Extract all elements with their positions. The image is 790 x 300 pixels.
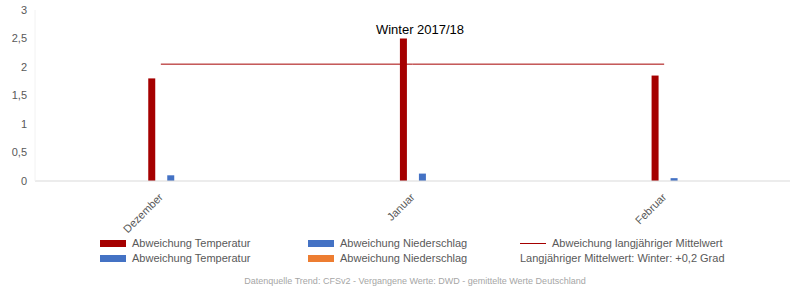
html-text:Winter 2017/18: Winter 2017/18 (375, 22, 465, 37)
svg-text:3: 3 (21, 4, 27, 16)
svg-text:Februar: Februar (633, 191, 669, 227)
html-text:Abweichung Niederschlag: Abweichung Niederschlag (340, 252, 468, 264)
html-text:Abweichung langjähriger Mittel: Abweichung langjähriger Mittelwert (552, 237, 723, 249)
svg-text:1,5: 1,5 (12, 89, 27, 101)
html-text:Langjähriger Mittelwert: Winte: Langjähriger Mittelwert: Winter: +0,2 Gr… (520, 252, 725, 264)
svg-text:0,5: 0,5 (12, 146, 27, 158)
svg-text:Dezember: Dezember (121, 191, 166, 236)
svg-text:2: 2 (21, 61, 27, 73)
svg-text:Januar: Januar (384, 191, 417, 224)
html-text:Datenquelle Trend: CFSv2 - Ver: Datenquelle Trend: CFSv2 - Vergangene We… (244, 276, 586, 286)
svg-text:1: 1 (21, 118, 27, 130)
html-text:Abweichung Temperatur: Abweichung Temperatur (132, 237, 251, 249)
svg-text:0: 0 (21, 175, 27, 187)
html-text:Abweichung Niederschlag: Abweichung Niederschlag (340, 237, 468, 249)
html-text:Abweichung Temperatur: Abweichung Temperatur (132, 252, 251, 264)
svg-text:2,5: 2,5 (12, 32, 27, 44)
